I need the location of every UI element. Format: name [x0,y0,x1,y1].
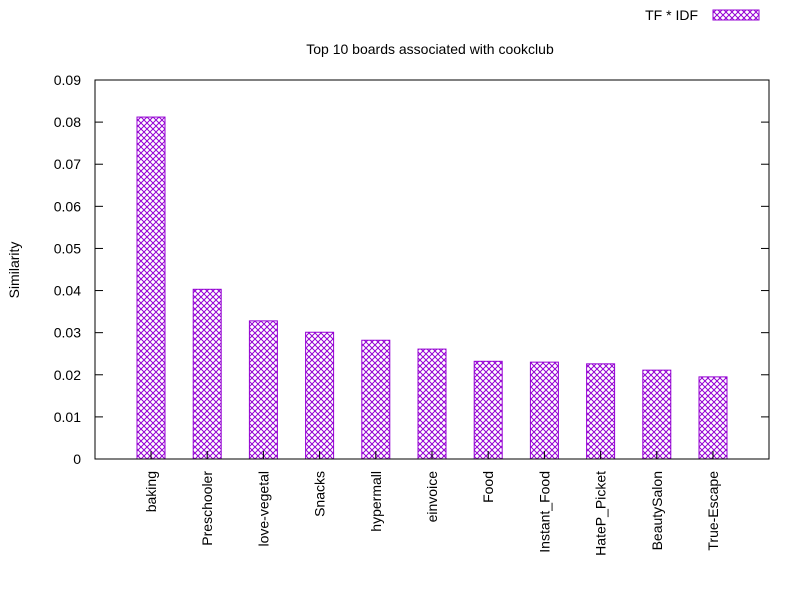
bars [136,116,728,460]
y-axis-label: Similarity [6,242,22,299]
y-tick-label: 0.02 [54,367,81,383]
legend-label: TF * IDF [645,7,698,23]
bar-love-vegetal [248,320,278,460]
y-tick-label: 0.07 [54,156,81,172]
bar-einvoice [417,348,447,460]
x-tick-label: HateP_Picket [593,471,609,556]
x-tick-label: Snacks [312,471,328,517]
bar-hypermall [361,339,391,460]
x-tick-label: True-Escape [705,471,721,551]
y-tick-label: 0.01 [54,409,81,425]
y-tick-label: 0.06 [54,198,81,214]
chart-title: Top 10 boards associated with cookclub [306,41,554,57]
bar-instant-food [529,361,559,460]
x-tick-label: einvoice [424,471,440,523]
bar-food [473,360,503,460]
x-tick-label: hypermall [368,471,384,532]
y-tick-label: 0.05 [54,240,81,256]
y-axis-ticks: 0 0.01 0.02 0.03 0.04 0.05 0.06 0.07 0.08 0.09 [54,72,769,467]
y-tick-label: 0.09 [54,72,81,88]
legend: TF * IDF [645,7,760,23]
x-tick-label: BeautySalon [649,471,665,550]
x-axis-labels: baking Preschooler love-vegetal Snacks hyper… [143,471,721,556]
bar-snacks [305,331,335,460]
x-tick-label: Instant_Food [536,471,552,553]
bar-baking [136,116,166,460]
x-tick-label: baking [143,471,159,512]
bar-hatep-picket [586,363,616,460]
y-tick-label: 0 [73,451,81,467]
y-tick-label: 0.03 [54,325,81,341]
x-tick-label: love-vegetal [255,471,271,547]
legend-swatch [712,9,760,21]
y-tick-label: 0.04 [54,283,81,299]
y-tick-label: 0.08 [54,114,81,130]
bar-beautysalon [642,369,672,460]
plot-frame [94,79,770,460]
x-tick-label: Preschooler [199,471,215,546]
bar-preschooler [192,288,222,460]
x-tick-label: Food [480,471,496,503]
bar-true-escape [698,376,728,460]
